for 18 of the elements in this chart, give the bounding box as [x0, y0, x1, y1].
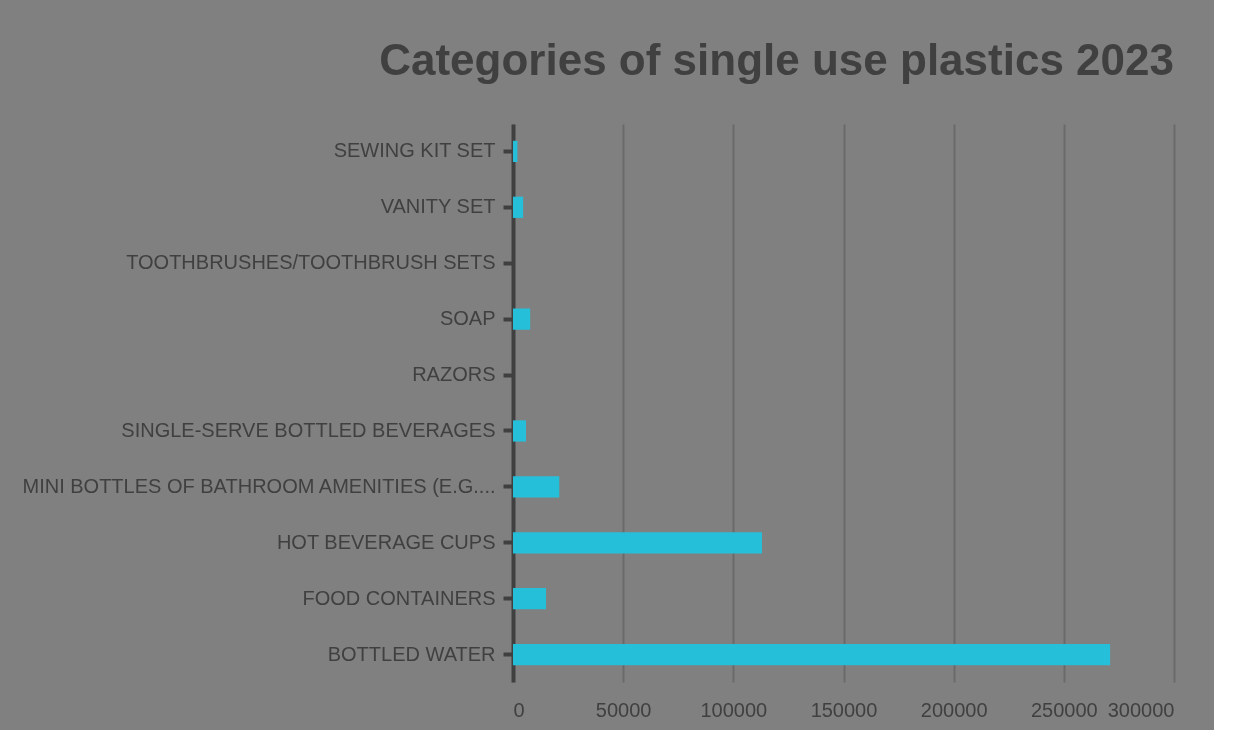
y-tick-label: SEWING KIT SET [333, 139, 496, 162]
x-tick-label: 300000 [1107, 698, 1175, 721]
x-tick-label: 0 [513, 698, 525, 721]
x-tick-label: 250000 [1030, 698, 1098, 721]
x-tick-label: 100000 [700, 698, 768, 721]
y-tick-label: BOTTLED WATER [327, 642, 496, 665]
y-tick-label: FOOD CONTAINERS [302, 586, 496, 609]
y-tick-label: RAZORS [412, 363, 496, 386]
chart-title: Categories of single use plastics 2023 [379, 35, 1174, 84]
y-tick-label: VANITY SET [380, 195, 496, 218]
x-tick-label: 200000 [920, 698, 988, 721]
y-tick-label: TOOTHBRUSHES/TOOTHBRUSH SETS [126, 251, 496, 274]
x-tick-label: 150000 [810, 698, 878, 721]
y-tick-label: HOT BEVERAGE CUPS [276, 530, 496, 553]
y-tick-label: SINGLE-SERVE BOTTLED BEVERAGES [121, 418, 496, 441]
y-tick-label: MINI BOTTLES OF BATHROOM AMENITIES (E.G.... [22, 474, 496, 497]
y-tick-label: SOAP [439, 307, 496, 330]
x-tick-label: 50000 [595, 698, 652, 721]
